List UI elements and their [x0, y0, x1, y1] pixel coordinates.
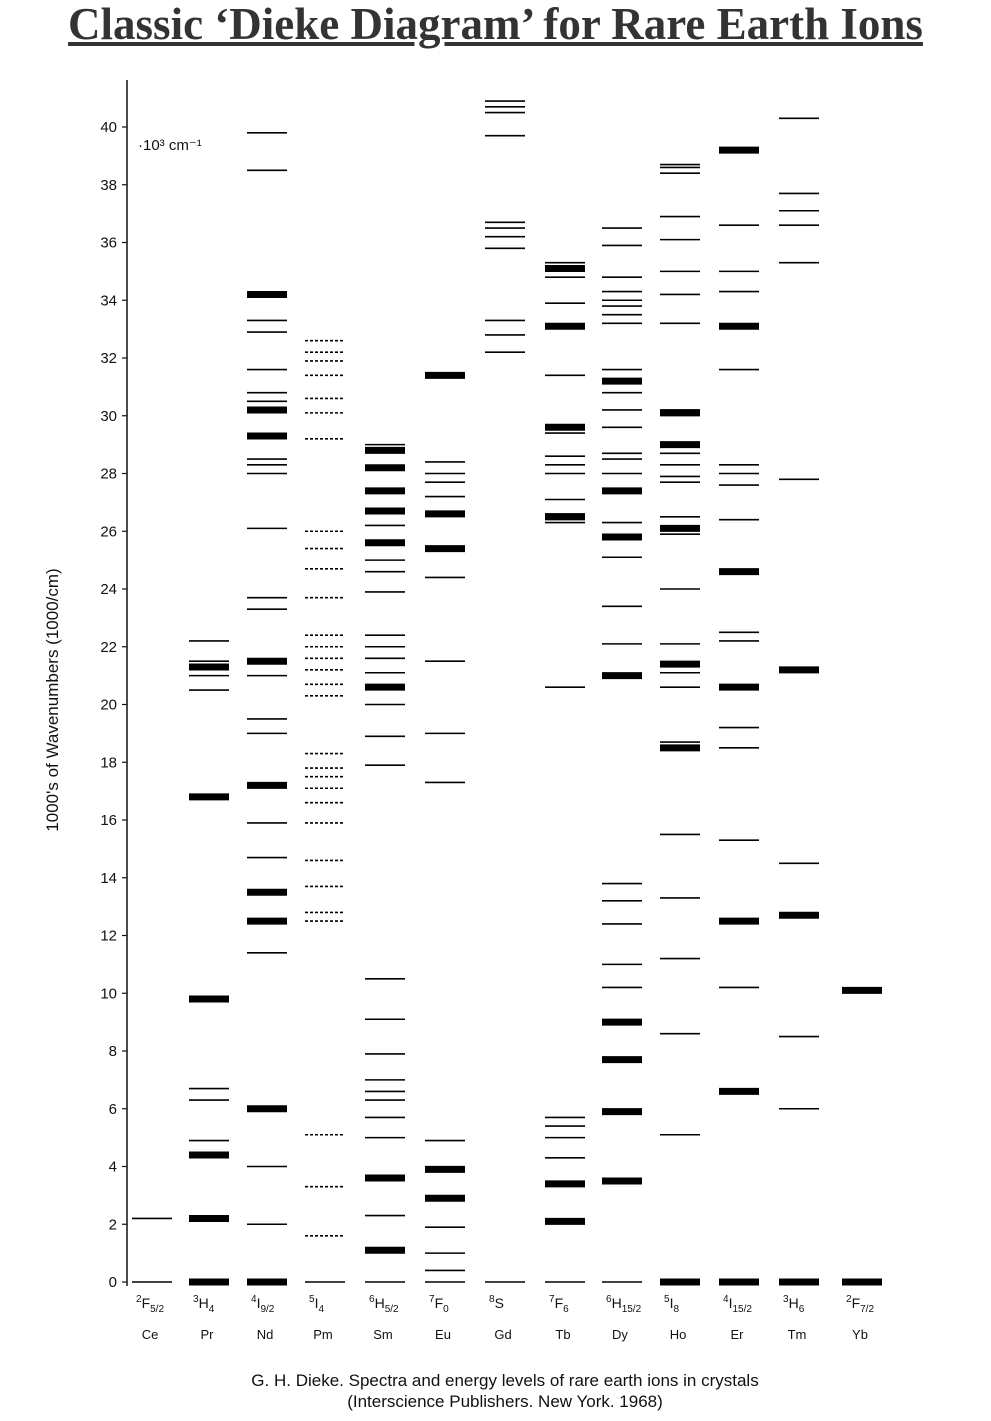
ground-state-label: 2F5/2 — [136, 1294, 164, 1315]
y-tick-label: 8 — [109, 1043, 117, 1060]
y-tick-label: 28 — [100, 466, 117, 483]
y-tick-label: 34 — [100, 292, 117, 309]
y-tick-label: 10 — [100, 985, 117, 1002]
y-tick-label: 6 — [109, 1101, 117, 1118]
y-tick-label: 38 — [100, 177, 117, 194]
ground-state-label: 7F0 — [429, 1294, 449, 1315]
y-tick-label: 40 — [100, 119, 117, 136]
ground-state-label: 3H4 — [193, 1294, 215, 1315]
page-title: Classic ‘Dieke Diagram’ for Rare Earth I… — [68, 0, 923, 49]
ion-name: Yb — [852, 1327, 868, 1342]
y-tick-label: 32 — [100, 350, 117, 367]
y-tick-label: 14 — [100, 870, 117, 887]
ion-labels: 2F5/2 Ce 3H4 Pr 4I9/2 Nd 5I4 Pm 6H5/2 Sm 7F0 Eu 8S Gd… — [136, 1294, 874, 1342]
ground-state-label: 4I15/2 — [723, 1294, 752, 1315]
y-tick-label: 24 — [100, 581, 117, 598]
ground-state-label: 7F6 — [549, 1294, 569, 1315]
y-tick-label: 36 — [100, 235, 117, 252]
ion-name: Gd — [494, 1327, 511, 1342]
energy-levels — [132, 100, 882, 1286]
ground-state-label: 5I8 — [664, 1294, 679, 1315]
ground-state-label: 6H15/2 — [606, 1294, 642, 1315]
y-tick-label: 26 — [100, 523, 117, 540]
y-tick-label: 22 — [100, 639, 117, 656]
ground-state-label: 8S — [489, 1294, 504, 1311]
caption-line-1: G. H. Dieke. Spectra and energy levels o… — [251, 1371, 759, 1390]
y-axis-label: 1000's of Wavenumbers (1000/cm) — [43, 568, 62, 831]
ground-state-label: 5I4 — [309, 1294, 324, 1315]
ion-name: Eu — [435, 1327, 451, 1342]
ion-name: Pr — [201, 1327, 215, 1342]
y-tick-label: 30 — [100, 408, 117, 425]
caption-line-2: (Interscience Publishers. New York. 1968… — [347, 1392, 663, 1411]
ion-name: Dy — [612, 1327, 628, 1342]
ground-state-label: 3H6 — [783, 1294, 805, 1315]
y-tick-label: 18 — [100, 754, 117, 771]
ion-name: Tm — [788, 1327, 807, 1342]
ground-state-label: 4I9/2 — [251, 1294, 275, 1315]
ion-name: Ce — [142, 1327, 159, 1342]
ion-name: Er — [731, 1327, 745, 1342]
y-tick-label: 4 — [109, 1159, 117, 1176]
y-tick-label: 20 — [100, 697, 117, 714]
y-tick-label: 0 — [109, 1274, 117, 1291]
ion-name: Pm — [313, 1327, 333, 1342]
caption: G. H. Dieke. Spectra and energy levels o… — [0, 1370, 991, 1412]
y-tick-label: 12 — [100, 928, 117, 945]
ion-name: Tb — [555, 1327, 570, 1342]
y-tick-label: 16 — [100, 812, 117, 829]
ion-name: Nd — [257, 1327, 274, 1342]
ion-name: Sm — [373, 1327, 393, 1342]
ground-state-label: 6H5/2 — [369, 1294, 399, 1315]
y-tick-label: 2 — [109, 1216, 117, 1233]
ion-name: Ho — [670, 1327, 687, 1342]
ground-state-label: 2F7/2 — [846, 1294, 874, 1315]
unit-note: ·10³ cm⁻¹ — [138, 137, 202, 154]
